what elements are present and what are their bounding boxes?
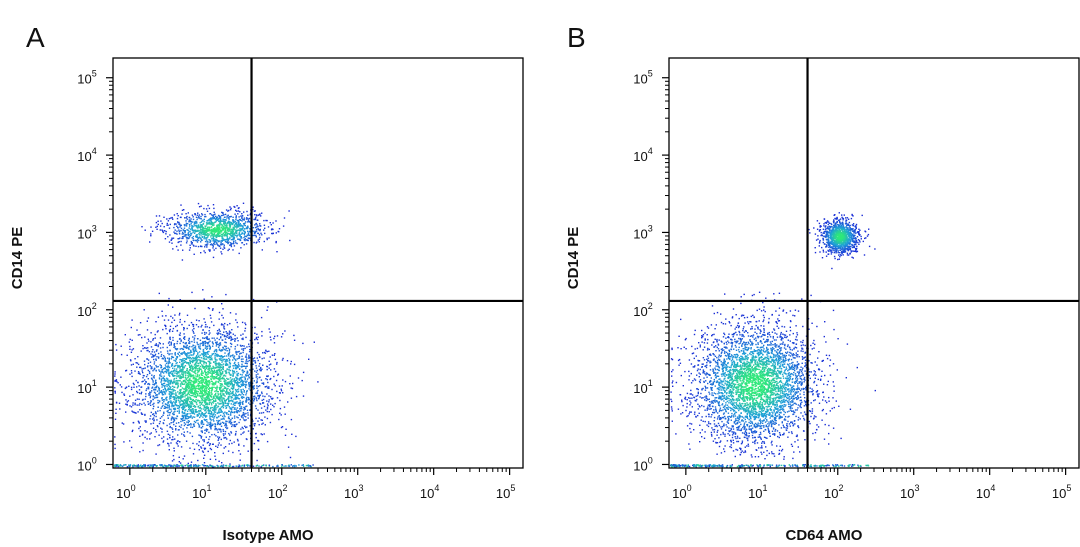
population-2 bbox=[808, 212, 876, 270]
x-tick-label: 104 bbox=[976, 483, 995, 501]
panel-label-b: B bbox=[567, 22, 586, 53]
y-axis: 100 101 102 103 104 105 bbox=[633, 69, 669, 473]
y-tick-label: 102 bbox=[633, 301, 652, 319]
x-tick-label: 103 bbox=[900, 483, 919, 501]
y-tick-label: 105 bbox=[633, 69, 652, 87]
clipped-events bbox=[670, 464, 870, 468]
x-tick-label: 105 bbox=[1052, 483, 1071, 501]
x-tick-label: 102 bbox=[824, 483, 843, 501]
event-dots bbox=[114, 202, 319, 469]
y-tick-label: 104 bbox=[633, 146, 652, 164]
x-axis-label: Isotype AMO bbox=[222, 527, 313, 544]
y-tick-label: 103 bbox=[633, 223, 652, 241]
y-tick-label: 101 bbox=[633, 378, 652, 396]
population-2 bbox=[141, 202, 291, 261]
x-axis: 100 101 102 103 104 105 bbox=[672, 468, 1071, 501]
clipped-events bbox=[114, 464, 314, 468]
population-1 bbox=[670, 291, 876, 469]
event-dots bbox=[670, 212, 876, 469]
x-tick-label: 101 bbox=[748, 483, 767, 501]
x-tick-label: 100 bbox=[672, 483, 691, 501]
panel-label-a: A bbox=[26, 22, 45, 53]
y-axis-label: CD14 PE bbox=[565, 227, 582, 290]
y-tick-label: 100 bbox=[633, 455, 652, 473]
x-axis-label: CD64 AMO bbox=[786, 527, 863, 544]
y-axis-label: CD14 PE bbox=[9, 227, 26, 290]
plot-frame bbox=[668, 57, 1080, 469]
population-1 bbox=[114, 289, 319, 469]
